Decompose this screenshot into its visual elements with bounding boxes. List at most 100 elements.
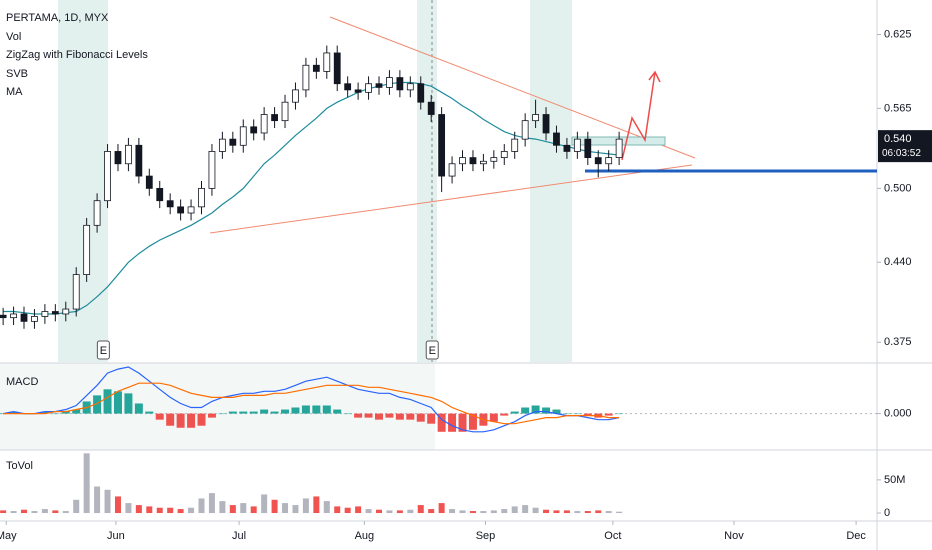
macd-histogram bbox=[72, 409, 81, 414]
volume-bar bbox=[334, 506, 341, 514]
volume-bar bbox=[198, 498, 205, 514]
macd-histogram bbox=[416, 413, 425, 422]
macd-histogram bbox=[500, 413, 509, 416]
macd-histogram bbox=[93, 395, 102, 414]
volume-bar bbox=[428, 509, 435, 514]
macd-histogram bbox=[583, 413, 592, 416]
candle-body bbox=[125, 144, 132, 165]
volume-bar bbox=[135, 505, 142, 514]
candle-body bbox=[479, 160, 487, 165]
macd-line bbox=[2, 366, 620, 433]
volume-bar bbox=[177, 509, 184, 514]
volume-bar bbox=[355, 506, 362, 514]
volume-bar bbox=[605, 511, 612, 514]
volume-bar bbox=[62, 511, 69, 514]
candle-body bbox=[198, 187, 205, 208]
candle-body bbox=[0, 314, 7, 319]
macd-histogram bbox=[343, 413, 352, 415]
volume-bar bbox=[313, 496, 320, 514]
macd-histogram bbox=[322, 405, 331, 414]
shade bbox=[0, 363, 435, 450]
macd-histogram bbox=[395, 413, 404, 420]
x-tick-label: Sep bbox=[476, 530, 496, 542]
volume-bar bbox=[449, 509, 456, 514]
macd-histogram bbox=[260, 409, 269, 414]
candle-body bbox=[83, 224, 91, 275]
volume-bar bbox=[417, 505, 424, 514]
candle-body bbox=[114, 151, 122, 165]
event-label: E bbox=[100, 345, 107, 357]
volume-bar bbox=[532, 507, 539, 514]
candle-body bbox=[427, 101, 435, 115]
candle-body bbox=[292, 89, 299, 103]
y-tick-label: 0.500 bbox=[884, 182, 912, 194]
macd-histogram bbox=[468, 413, 477, 430]
candle-body bbox=[250, 126, 258, 134]
macd-histogram bbox=[61, 411, 70, 414]
macd-histogram bbox=[385, 413, 394, 418]
volume-bar bbox=[250, 506, 257, 514]
candle-body bbox=[417, 83, 425, 103]
volume-bar bbox=[396, 510, 403, 514]
volume-bar bbox=[511, 506, 518, 514]
volume-bar bbox=[73, 499, 80, 514]
macd-histogram bbox=[531, 405, 540, 414]
candle-body bbox=[365, 83, 372, 93]
candle-body bbox=[500, 151, 508, 159]
macd-histogram bbox=[604, 413, 613, 416]
volume-bar bbox=[21, 509, 28, 514]
volume-bar bbox=[553, 510, 560, 514]
x-tick-label: Jul bbox=[232, 530, 246, 542]
candle-body bbox=[323, 52, 331, 72]
volume-bar bbox=[616, 511, 623, 514]
candle-body bbox=[312, 64, 320, 72]
candle-body bbox=[375, 83, 383, 88]
volume-bar bbox=[114, 496, 121, 514]
volume-bar bbox=[584, 511, 591, 514]
candle-body bbox=[333, 52, 341, 85]
macd-histogram bbox=[489, 413, 498, 422]
countdown: 06:03:52 bbox=[882, 148, 921, 159]
candle-body bbox=[521, 120, 529, 140]
volume-bar bbox=[323, 501, 330, 514]
macd-histogram bbox=[134, 403, 143, 414]
candle-body bbox=[532, 114, 539, 122]
volume-bar bbox=[375, 509, 382, 514]
x-tick-label: Jun bbox=[107, 530, 125, 542]
candle-body bbox=[459, 157, 466, 165]
volume-bar bbox=[0, 510, 7, 514]
candle-body bbox=[542, 114, 550, 134]
macd-histogram bbox=[270, 411, 279, 414]
macd-histogram bbox=[427, 413, 436, 424]
candle-body bbox=[553, 132, 560, 146]
volume-bar bbox=[459, 510, 466, 514]
chart-title: PERTAMA, 1D, MYX bbox=[6, 12, 109, 24]
volume-bar bbox=[469, 511, 476, 514]
x-tick-label: Oct bbox=[604, 530, 621, 542]
volume-bar bbox=[365, 509, 372, 514]
candle-body bbox=[406, 83, 414, 91]
macd-histogram bbox=[228, 411, 237, 414]
candle-body bbox=[584, 138, 592, 159]
volume-bar bbox=[229, 505, 236, 514]
y-tick-label: 0 bbox=[884, 507, 890, 519]
indicator-label: SVB bbox=[6, 68, 28, 80]
volume-bar bbox=[386, 510, 393, 514]
volume-bar bbox=[104, 489, 111, 514]
candle-body bbox=[615, 138, 623, 159]
volume-bar bbox=[188, 507, 195, 514]
indicator-label: ZigZag with Fibonacci Levels bbox=[6, 49, 148, 61]
candle-body bbox=[62, 308, 70, 315]
indicator-label: Vol bbox=[6, 31, 21, 43]
volume-bar bbox=[156, 507, 163, 514]
macd-histogram bbox=[113, 391, 122, 414]
macd-histogram bbox=[615, 413, 624, 415]
y-tick-label: 0.375 bbox=[884, 336, 912, 348]
macd-histogram bbox=[40, 411, 49, 414]
candle-body bbox=[229, 138, 237, 146]
volume-bar bbox=[41, 509, 48, 514]
trend-line bbox=[209, 164, 693, 234]
x-tick-label: Nov bbox=[724, 530, 744, 542]
macd-histogram bbox=[176, 413, 185, 428]
